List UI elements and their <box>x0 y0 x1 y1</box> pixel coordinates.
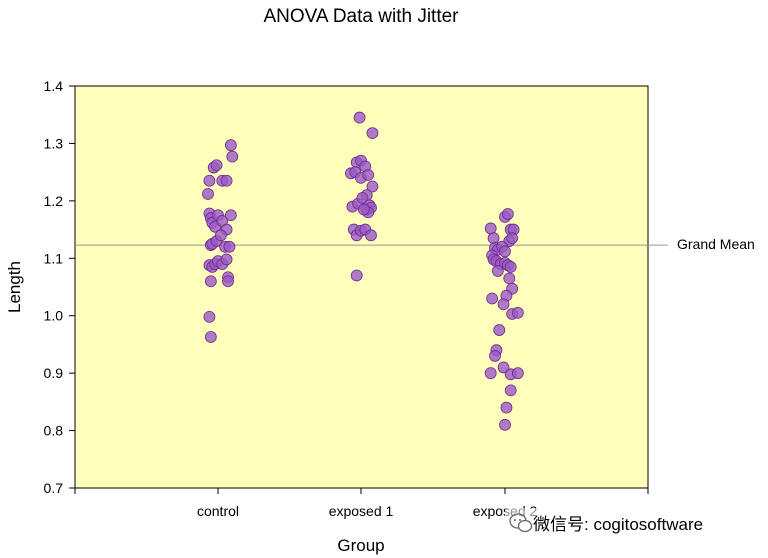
data-point <box>486 292 499 305</box>
data-point <box>220 174 233 187</box>
data-point <box>491 265 504 277</box>
data-point <box>499 245 511 258</box>
data-point <box>353 111 366 124</box>
y-axis-label: Length <box>5 261 24 313</box>
data-point <box>226 150 239 163</box>
data-point <box>493 324 506 336</box>
data-point <box>497 298 510 311</box>
data-point <box>484 222 497 235</box>
data-point <box>357 203 370 216</box>
grand-mean-label: Grand Mean <box>677 236 755 252</box>
data-point <box>350 269 363 282</box>
y-tick-label: 1.4 <box>44 78 64 94</box>
data-point <box>366 127 379 139</box>
data-point <box>362 169 375 181</box>
data-point <box>506 232 519 245</box>
y-tick-label: 0.8 <box>44 423 64 439</box>
data-point <box>500 401 513 414</box>
chart-title: ANOVA Data with Jitter <box>264 6 460 27</box>
data-point <box>504 384 517 397</box>
watermark-text: 微信号: cogitosoftware <box>533 515 703 534</box>
data-point <box>220 253 233 266</box>
plot-area <box>74 85 649 489</box>
y-tick-label: 0.7 <box>44 480 64 496</box>
data-point <box>511 306 524 319</box>
y-tick-label: 1.3 <box>44 135 64 151</box>
data-point <box>204 275 217 288</box>
data-point <box>356 192 369 204</box>
data-point <box>204 331 217 343</box>
data-point <box>210 159 223 172</box>
data-point <box>214 229 227 242</box>
data-point <box>504 260 517 273</box>
data-point <box>203 174 216 187</box>
data-point <box>487 232 500 245</box>
data-point <box>511 367 524 380</box>
y-tick-label: 0.9 <box>44 365 64 381</box>
data-point <box>222 275 234 288</box>
data-point <box>499 418 511 431</box>
data-point <box>224 209 237 222</box>
x-tick-label: control <box>197 503 239 519</box>
data-point <box>203 310 216 323</box>
x-axis-label: Group <box>337 536 384 555</box>
data-point <box>366 180 379 193</box>
data-point <box>202 188 214 200</box>
y-tick-label: 1.0 <box>44 308 64 324</box>
data-point <box>224 139 237 152</box>
y-tick-label: 1.2 <box>44 193 64 209</box>
data-points <box>202 111 524 431</box>
x-axis: control exposed 1 exposed 2 <box>74 488 649 519</box>
data-point <box>501 208 514 220</box>
data-point <box>503 272 516 285</box>
x-tick-label: exposed 1 <box>329 503 394 519</box>
data-point <box>365 229 377 242</box>
data-point <box>497 361 510 374</box>
y-tick-label: 1.1 <box>44 250 64 266</box>
data-point <box>223 240 236 253</box>
data-point <box>484 367 497 380</box>
watermark: 微信号: cogitosoftware <box>505 508 745 538</box>
data-point <box>489 350 501 362</box>
y-axis: 0.7 0.8 0.9 1.0 1.1 1.2 1.3 1.4 <box>44 78 75 496</box>
wechat-icon <box>509 513 533 533</box>
